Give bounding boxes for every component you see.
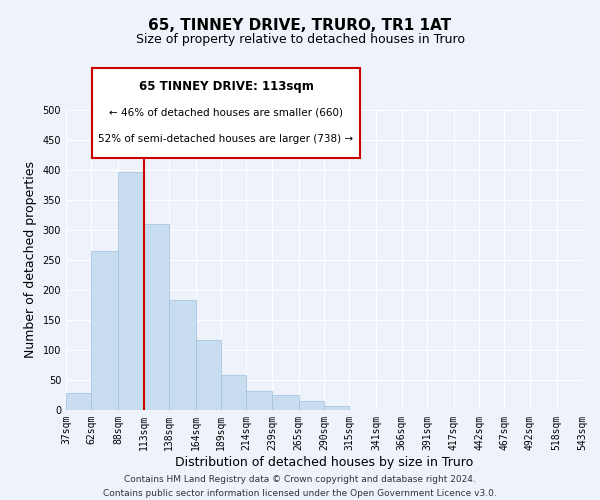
Y-axis label: Number of detached properties: Number of detached properties <box>24 162 37 358</box>
Text: ← 46% of detached houses are smaller (660): ← 46% of detached houses are smaller (66… <box>109 107 343 117</box>
Bar <box>169 300 196 410</box>
FancyBboxPatch shape <box>92 68 360 158</box>
Bar <box>324 406 349 410</box>
Text: 65 TINNEY DRIVE: 113sqm: 65 TINNEY DRIVE: 113sqm <box>139 80 313 93</box>
Bar <box>272 395 299 410</box>
Bar <box>582 409 600 410</box>
Bar <box>66 392 91 410</box>
X-axis label: Distribution of detached houses by size in Truro: Distribution of detached houses by size … <box>175 456 473 468</box>
Bar <box>299 401 324 410</box>
Bar <box>143 224 169 410</box>
Text: Contains HM Land Registry data © Crown copyright and database right 2024.
Contai: Contains HM Land Registry data © Crown c… <box>103 476 497 498</box>
Text: Size of property relative to detached houses in Truro: Size of property relative to detached ho… <box>136 32 464 46</box>
Bar <box>118 172 143 410</box>
Bar <box>91 251 118 410</box>
Bar <box>247 392 272 410</box>
Text: 52% of semi-detached houses are larger (738) →: 52% of semi-detached houses are larger (… <box>98 134 353 144</box>
Text: 65, TINNEY DRIVE, TRURO, TR1 1AT: 65, TINNEY DRIVE, TRURO, TR1 1AT <box>148 18 452 32</box>
Bar <box>221 375 247 410</box>
Bar <box>196 340 221 410</box>
